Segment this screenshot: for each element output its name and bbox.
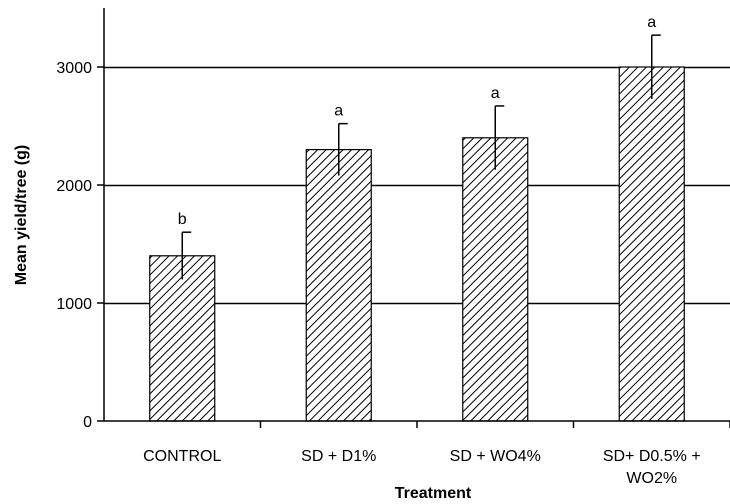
y-axis-title: Mean yield/tree (g) (13, 145, 30, 285)
x-tick-label-3: SD+ D0.5% + WO2% (603, 448, 701, 487)
x-axis-title: Treatment (395, 485, 472, 502)
labels: b a a a 0 1000 2000 3000 CONTROL SD + D1% SD + WO4… (56, 14, 700, 487)
bar-3 (618, 66, 685, 422)
y-tick-label-0: 0 (83, 414, 92, 431)
bar-2 (462, 137, 529, 422)
significance-label-2: a (491, 85, 500, 102)
y-tick-label-1: 1000 (56, 296, 92, 313)
x-tick-label-2: SD + WO4% (450, 448, 541, 465)
bar-0 (149, 255, 216, 422)
significance-label-3: a (647, 14, 656, 31)
error-bars (181, 34, 661, 280)
y-tick-label-3: 3000 (56, 60, 92, 77)
x-tick-label-1: SD + D1% (301, 448, 376, 465)
bar-1 (305, 149, 372, 422)
y-tick-label-2: 2000 (56, 178, 92, 195)
x-tick-label-0: CONTROL (143, 448, 221, 465)
axes (97, 8, 730, 428)
significance-label-0: b (178, 211, 187, 228)
bars (149, 66, 685, 422)
significance-label-1: a (334, 103, 343, 120)
